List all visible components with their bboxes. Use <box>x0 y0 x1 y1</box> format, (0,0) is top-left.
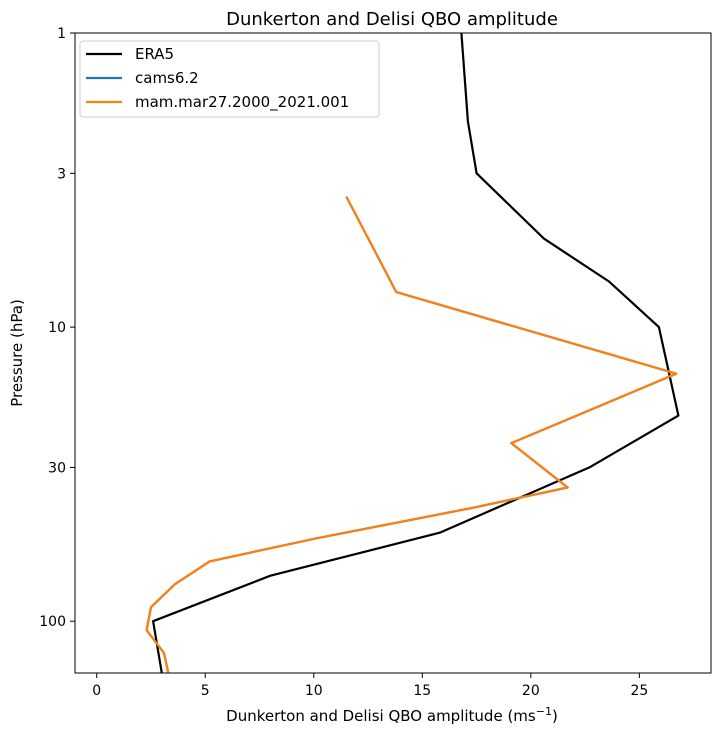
plot-frame <box>74 32 712 674</box>
x-tick-label-0: 0 <box>92 683 101 699</box>
x-axis-label-superscript: −1 <box>536 705 552 718</box>
x-axis-label-main: Dunkerton and Delisi QBO amplitude (ms <box>226 707 536 725</box>
y-tick-label-0: 1 <box>57 26 66 42</box>
x-tick-label-5: 25 <box>630 683 648 699</box>
y-axis-label: Pressure (hPa) <box>8 299 26 407</box>
x-tick-label-3: 15 <box>413 683 431 699</box>
legend: ERA5 cams6.2 mam.mar27.2000_2021.001 <box>79 40 380 118</box>
y-tick-label-2: 10 <box>48 320 66 336</box>
x-tick-label-1: 5 <box>201 683 210 699</box>
y-tick-label-1: 3 <box>57 166 66 182</box>
plot-lines <box>145 32 680 674</box>
legend-label-0: ERA5 <box>135 45 174 63</box>
legend-label-1: cams6.2 <box>135 69 199 87</box>
series-line-2 <box>145 196 678 674</box>
x-tick-label-2: 10 <box>305 683 323 699</box>
y-tick-label-4: 100 <box>39 614 66 630</box>
series-line-1 <box>145 196 678 674</box>
x-tick-label-4: 20 <box>522 683 540 699</box>
legend-label-2: mam.mar27.2000_2021.001 <box>135 93 349 112</box>
y-tick-label-3: 30 <box>48 460 66 476</box>
chart-title: Dunkerton and Delisi QBO amplitude <box>226 9 558 30</box>
y-axis-ticks: 1 3 10 30 100 <box>39 26 75 630</box>
series-line-0 <box>152 32 680 674</box>
x-axis-label: Dunkerton and Delisi QBO amplitude (ms−1… <box>226 705 558 725</box>
x-axis-ticks: 0 5 10 15 20 25 <box>92 673 648 699</box>
legend-frame <box>79 40 380 118</box>
x-axis-label-end: ) <box>552 707 558 725</box>
